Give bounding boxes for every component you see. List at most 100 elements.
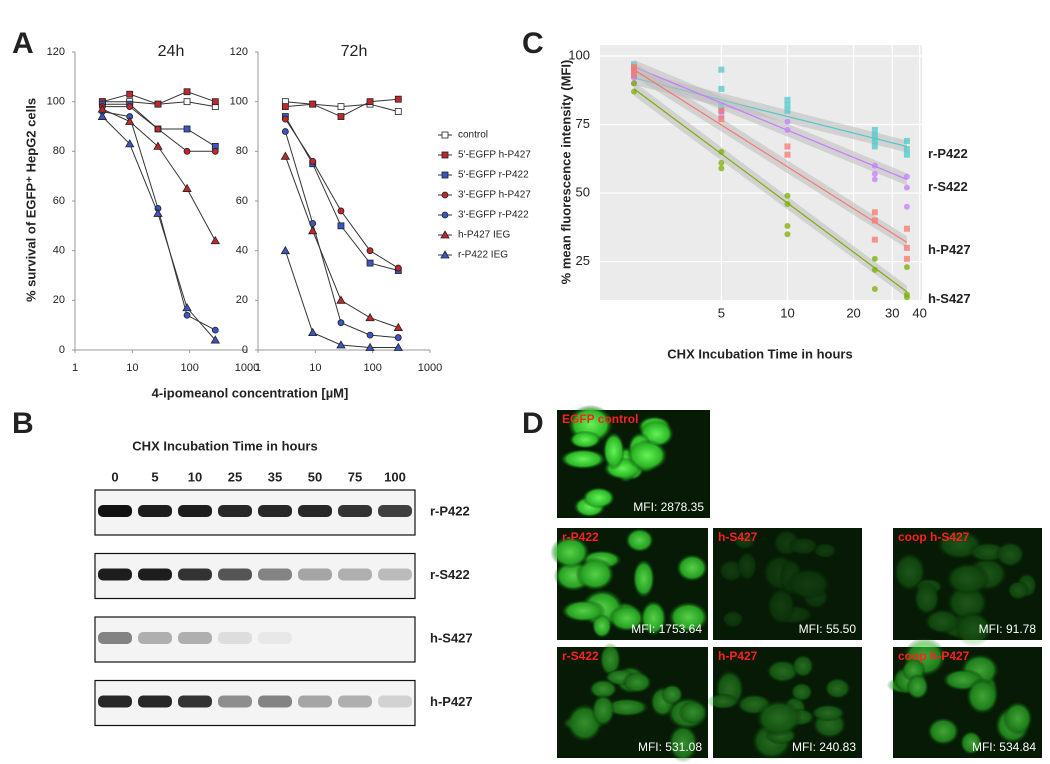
series-label: r-S422 xyxy=(928,179,968,194)
cell xyxy=(906,673,929,700)
marker xyxy=(871,209,878,216)
cells xyxy=(559,404,675,518)
legend-label: 3'-EGFP r-P422 xyxy=(458,210,529,221)
band xyxy=(298,695,332,708)
marker xyxy=(784,151,791,158)
y-tick-label: 80 xyxy=(236,145,248,157)
cells xyxy=(706,654,852,761)
marker xyxy=(903,264,910,271)
cell xyxy=(736,550,758,582)
cell xyxy=(824,677,852,700)
micrograph-label: r-S422 xyxy=(562,649,599,663)
cell xyxy=(602,431,625,470)
marker xyxy=(183,88,191,96)
band xyxy=(378,568,412,581)
y-tick-label: 25 xyxy=(576,253,590,268)
marker xyxy=(393,342,403,351)
marker xyxy=(871,236,878,243)
mfi-label: MFI: 534.84 xyxy=(972,740,1036,754)
series-label: h-S427 xyxy=(928,291,971,306)
marker xyxy=(309,100,317,108)
series-line xyxy=(102,116,216,341)
marker xyxy=(211,98,219,106)
lane-label: 0 xyxy=(111,469,118,484)
marker xyxy=(871,170,878,177)
legend-marker xyxy=(440,250,450,259)
marker xyxy=(183,98,191,106)
series-label: r-P422 xyxy=(928,146,968,161)
row-label: h-S427 xyxy=(430,630,473,645)
row-label: h-P427 xyxy=(430,694,473,709)
x-tick-label: 20 xyxy=(846,305,860,320)
marker xyxy=(393,322,403,332)
lane-label: 5 xyxy=(151,469,158,484)
band xyxy=(138,568,172,581)
y-tick-label: 80 xyxy=(53,145,65,157)
marker xyxy=(281,115,289,123)
marker xyxy=(871,132,878,139)
marker xyxy=(366,331,374,339)
band xyxy=(298,505,332,517)
marker xyxy=(871,217,878,224)
band xyxy=(138,695,172,708)
micrograph-label: h-S427 xyxy=(718,530,758,544)
y-tick-label: 60 xyxy=(53,195,65,207)
y-tick-label: 75 xyxy=(576,116,590,131)
cell xyxy=(560,599,606,623)
marker xyxy=(871,162,878,169)
legend-label: 3'-EGFP h-P427 xyxy=(458,190,531,201)
y-tick-label: 50 xyxy=(576,185,590,200)
band xyxy=(218,505,252,517)
legend-marker xyxy=(441,191,449,199)
marker xyxy=(718,159,725,166)
marker xyxy=(154,100,162,108)
x-tick-label: 40 xyxy=(912,305,926,320)
y-tick-label: 40 xyxy=(53,245,65,257)
legend-label: r-P422 IEG xyxy=(458,250,508,261)
panel-letter: A xyxy=(12,27,34,60)
cell xyxy=(632,558,655,599)
band xyxy=(338,505,372,517)
marker xyxy=(211,147,219,155)
band xyxy=(218,568,252,581)
lane-label: 35 xyxy=(268,469,282,484)
band xyxy=(378,695,412,708)
marker xyxy=(394,95,402,103)
row-label: r-P422 xyxy=(430,503,470,518)
marker xyxy=(631,80,638,87)
band xyxy=(338,568,372,581)
cell xyxy=(721,610,745,628)
marker xyxy=(903,244,910,251)
marker xyxy=(336,340,346,349)
marker xyxy=(125,116,135,125)
y-axis-label: % survival of EGFP⁺ HepG2 cells xyxy=(23,98,38,302)
cell xyxy=(582,486,616,509)
cells xyxy=(893,530,1038,648)
band xyxy=(258,568,292,581)
band xyxy=(178,695,212,708)
panel-letter: D xyxy=(522,407,544,440)
cell xyxy=(667,723,699,763)
mfi-label: MFI: 531.08 xyxy=(638,740,702,754)
marker xyxy=(903,184,910,191)
cell xyxy=(599,642,622,677)
band xyxy=(258,695,292,708)
marker xyxy=(366,259,374,267)
band xyxy=(98,505,132,517)
marker xyxy=(903,203,910,210)
marker xyxy=(309,157,317,165)
cell xyxy=(954,611,993,648)
band xyxy=(378,505,412,517)
cell xyxy=(766,586,796,626)
x-tick-label: 10 xyxy=(780,305,794,320)
marker xyxy=(784,127,791,133)
marker xyxy=(718,66,725,73)
legend-label: h-P427 IEG xyxy=(458,230,510,241)
marker xyxy=(337,222,345,230)
cells xyxy=(550,527,709,639)
cell xyxy=(787,536,820,556)
marker xyxy=(631,72,638,79)
marker xyxy=(210,335,220,344)
y-tick-label: 0 xyxy=(59,344,65,356)
